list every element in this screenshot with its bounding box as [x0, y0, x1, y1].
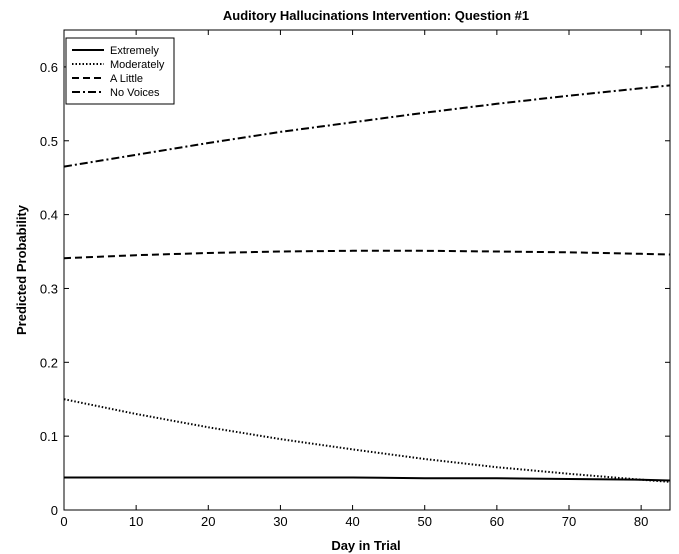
x-tick-label: 60 — [490, 514, 504, 529]
x-axis-label: Day in Trial — [331, 538, 400, 553]
series-line-no-voices — [63, 84, 671, 168]
legend-label: A Little — [110, 73, 143, 85]
x-tick-label: 20 — [201, 514, 215, 529]
x-tick-label: 80 — [634, 514, 648, 529]
series-lines — [63, 84, 671, 483]
legend-label: No Voices — [110, 87, 160, 99]
y-tick-label: 0.4 — [40, 208, 58, 223]
y-tick-label: 0.6 — [40, 60, 58, 75]
legend-label: Extremely — [110, 45, 159, 57]
x-tick-label: 40 — [345, 514, 359, 529]
x-tick-label: 50 — [417, 514, 431, 529]
y-tick-label: 0.3 — [40, 281, 58, 296]
y-tick-label: 0.2 — [40, 355, 58, 370]
y-tick-label: 0 — [51, 503, 58, 518]
x-tick-label: 0 — [60, 514, 67, 529]
y-tick-label: 0.1 — [40, 429, 58, 444]
series-line-moderately — [63, 398, 671, 483]
x-tick-label: 30 — [273, 514, 287, 529]
chart-title: Auditory Hallucinations Intervention: Qu… — [223, 8, 529, 23]
y-tick-label: 0.5 — [40, 134, 58, 149]
x-tick-label: 70 — [562, 514, 576, 529]
y-axis-label: Predicted Probability — [14, 204, 29, 335]
legend-label: Moderately — [110, 59, 165, 71]
series-line-extremely — [64, 476, 671, 482]
legend: Extremely Moderately A Little No Voices — [65, 37, 175, 105]
x-tick-label: 10 — [129, 514, 143, 529]
series-line-a-little — [63, 249, 671, 260]
plot-area — [63, 29, 671, 511]
axis-ticks: 0 10 20 30 40 50 60 70 80 0 0.1 0.2 0.3 0.4 0.5 0.6 — [40, 30, 670, 529]
